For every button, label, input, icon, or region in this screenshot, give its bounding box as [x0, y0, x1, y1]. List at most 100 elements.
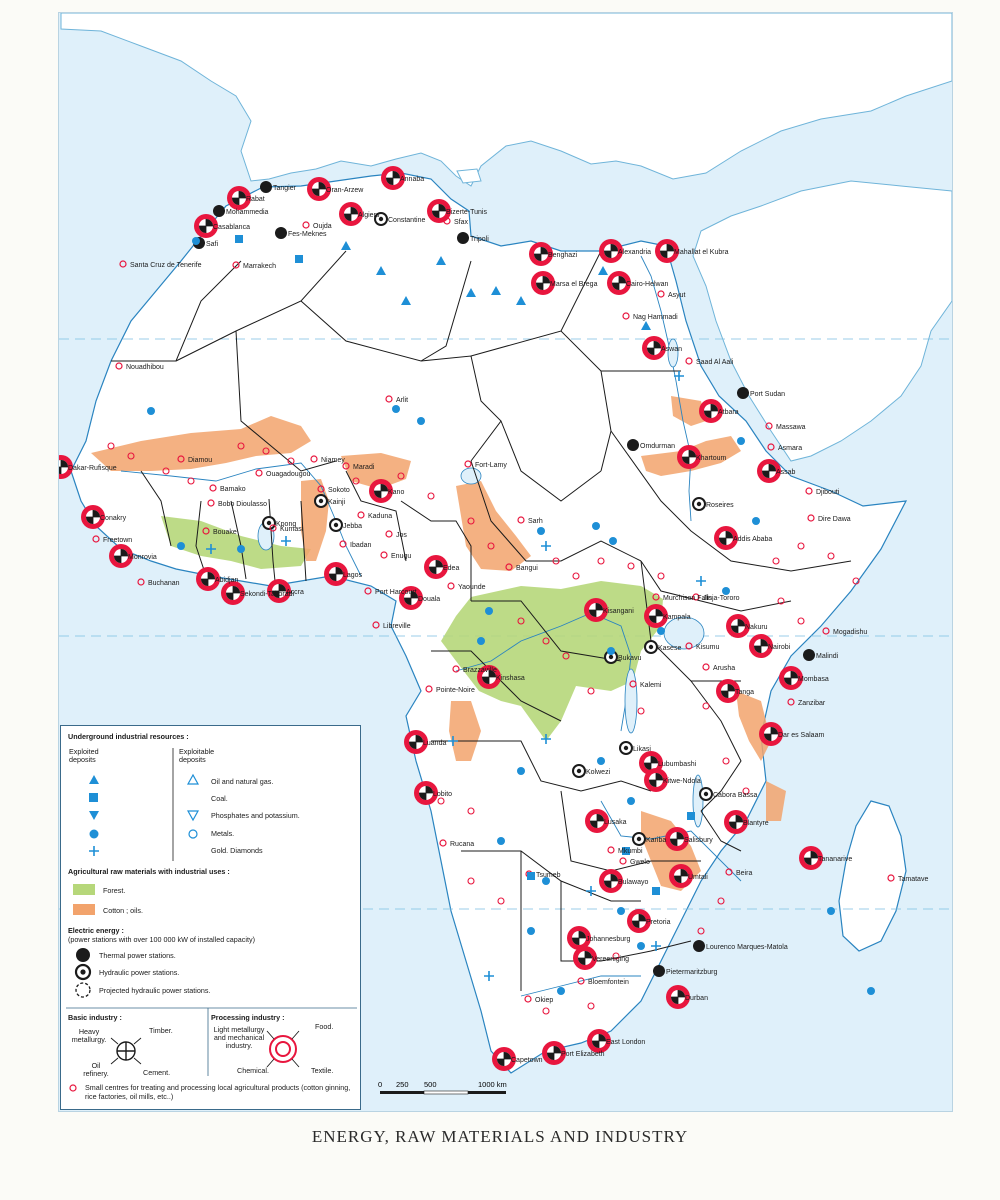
oil-deposit-marker[interactable] [436, 256, 446, 265]
hydraulic-station-marker[interactable] [314, 494, 328, 508]
small-centre-marker[interactable] [425, 685, 433, 693]
thermal-station-marker[interactable] [627, 439, 639, 451]
oil-deposit-marker[interactable] [466, 288, 476, 297]
industrial-centre-marker[interactable] [724, 810, 748, 834]
gold-diamond-marker[interactable] [281, 536, 291, 546]
oil-deposit-marker[interactable] [376, 266, 386, 275]
small-centre-marker[interactable] [232, 261, 240, 269]
hydraulic-station-marker[interactable] [262, 516, 276, 530]
industrial-centre-marker[interactable] [749, 634, 773, 658]
small-centre-marker[interactable] [787, 698, 795, 706]
hydraulic-station-marker[interactable] [699, 787, 713, 801]
industrial-centre-marker[interactable] [492, 1047, 516, 1071]
small-centre-marker[interactable] [115, 362, 123, 370]
industrial-centre-marker[interactable] [779, 666, 803, 690]
gold-diamond-marker[interactable] [541, 541, 551, 551]
small-centre-marker[interactable] [702, 663, 710, 671]
small-centre-marker[interactable] [209, 484, 217, 492]
industrial-centre-marker[interactable] [584, 598, 608, 622]
small-centre-marker[interactable] [137, 578, 145, 586]
small-centre-marker[interactable] [772, 557, 780, 565]
gold-diamond-marker[interactable] [696, 576, 706, 586]
industrial-centre-marker[interactable] [757, 459, 781, 483]
coal-deposit-marker[interactable] [687, 812, 695, 820]
small-centre-marker[interactable] [697, 927, 705, 935]
small-centre-marker[interactable] [887, 874, 895, 882]
metal-deposit-marker[interactable] [192, 237, 200, 245]
industrial-centre-marker[interactable] [585, 809, 609, 833]
metal-deposit-marker[interactable] [722, 587, 730, 595]
industrial-centre-marker[interactable] [573, 946, 597, 970]
metal-deposit-marker[interactable] [497, 837, 505, 845]
industrial-centre-marker[interactable] [587, 1029, 611, 1053]
metal-deposit-marker[interactable] [517, 767, 525, 775]
metal-deposit-marker[interactable] [607, 647, 615, 655]
oil-deposit-marker[interactable] [598, 266, 608, 275]
metal-deposit-marker[interactable] [392, 405, 400, 413]
small-centre-marker[interactable] [657, 572, 665, 580]
gold-diamond-marker[interactable] [651, 941, 661, 951]
oil-deposit-marker[interactable] [491, 286, 501, 295]
small-centre-marker[interactable] [612, 952, 620, 960]
small-centre-marker[interactable] [467, 517, 475, 525]
coal-deposit-marker[interactable] [622, 847, 630, 855]
gold-diamond-marker[interactable] [484, 971, 494, 981]
metal-deposit-marker[interactable] [557, 987, 565, 995]
thermal-station-marker[interactable] [213, 205, 225, 217]
metal-deposit-marker[interactable] [177, 542, 185, 550]
small-centre-marker[interactable] [797, 542, 805, 550]
metal-deposit-marker[interactable] [417, 417, 425, 425]
oil-deposit-marker[interactable] [641, 321, 651, 330]
industrial-centre-marker[interactable] [339, 202, 363, 226]
metal-deposit-marker[interactable] [597, 757, 605, 765]
hydraulic-station-marker[interactable] [329, 518, 343, 532]
industrial-centre-marker[interactable] [324, 562, 348, 586]
industrial-centre-marker[interactable] [221, 581, 245, 605]
industrial-centre-marker[interactable] [644, 768, 668, 792]
coal-deposit-marker[interactable] [652, 887, 660, 895]
metal-deposit-marker[interactable] [657, 627, 665, 635]
gold-diamond-marker[interactable] [541, 734, 551, 744]
metal-deposit-marker[interactable] [752, 517, 760, 525]
thermal-station-marker[interactable] [737, 387, 749, 399]
africa-map[interactable]: Tangier Rabat Mohammedia Casablanca Safi Marr… [59, 13, 952, 1111]
metal-deposit-marker[interactable] [477, 637, 485, 645]
thermal-station-marker[interactable] [803, 649, 815, 661]
oil-deposit-marker[interactable] [341, 241, 351, 250]
industrial-centre-marker[interactable] [716, 679, 740, 703]
industrial-centre-marker[interactable] [542, 1041, 566, 1065]
small-centre-marker[interactable] [127, 452, 135, 460]
small-centre-marker[interactable] [437, 797, 445, 805]
small-centre-marker[interactable] [177, 455, 185, 463]
small-centre-marker[interactable] [805, 487, 813, 495]
industrial-centre-marker[interactable] [799, 846, 823, 870]
industrial-centre-marker[interactable] [669, 864, 693, 888]
small-centre-marker[interactable] [657, 290, 665, 298]
small-centre-marker[interactable] [765, 422, 773, 430]
metal-deposit-marker[interactable] [527, 927, 535, 935]
industrial-centre-marker[interactable] [427, 199, 451, 223]
small-centre-marker[interactable] [542, 637, 550, 645]
small-centre-marker[interactable] [725, 868, 733, 876]
small-centre-marker[interactable] [372, 621, 380, 629]
industrial-centre-marker[interactable] [414, 781, 438, 805]
small-centre-marker[interactable] [467, 877, 475, 885]
small-centre-marker[interactable] [364, 587, 372, 595]
small-centre-marker[interactable] [302, 221, 310, 229]
small-centre-marker[interactable] [685, 642, 693, 650]
small-centre-marker[interactable] [524, 995, 532, 1003]
small-centre-marker[interactable] [237, 442, 245, 450]
industrial-centre-marker[interactable] [399, 586, 423, 610]
industrial-centre-marker[interactable] [599, 869, 623, 893]
small-centre-marker[interactable] [262, 447, 270, 455]
small-centre-marker[interactable] [380, 551, 388, 559]
small-centre-marker[interactable] [702, 702, 710, 710]
thermal-station-marker[interactable] [693, 940, 705, 952]
small-centre-marker[interactable] [269, 524, 277, 532]
industrial-centre-marker[interactable] [227, 186, 251, 210]
small-centre-marker[interactable] [162, 467, 170, 475]
small-centre-marker[interactable] [443, 217, 451, 225]
small-centre-marker[interactable] [607, 846, 615, 854]
small-centre-marker[interactable] [587, 1002, 595, 1010]
industrial-centre-marker[interactable] [665, 827, 689, 851]
